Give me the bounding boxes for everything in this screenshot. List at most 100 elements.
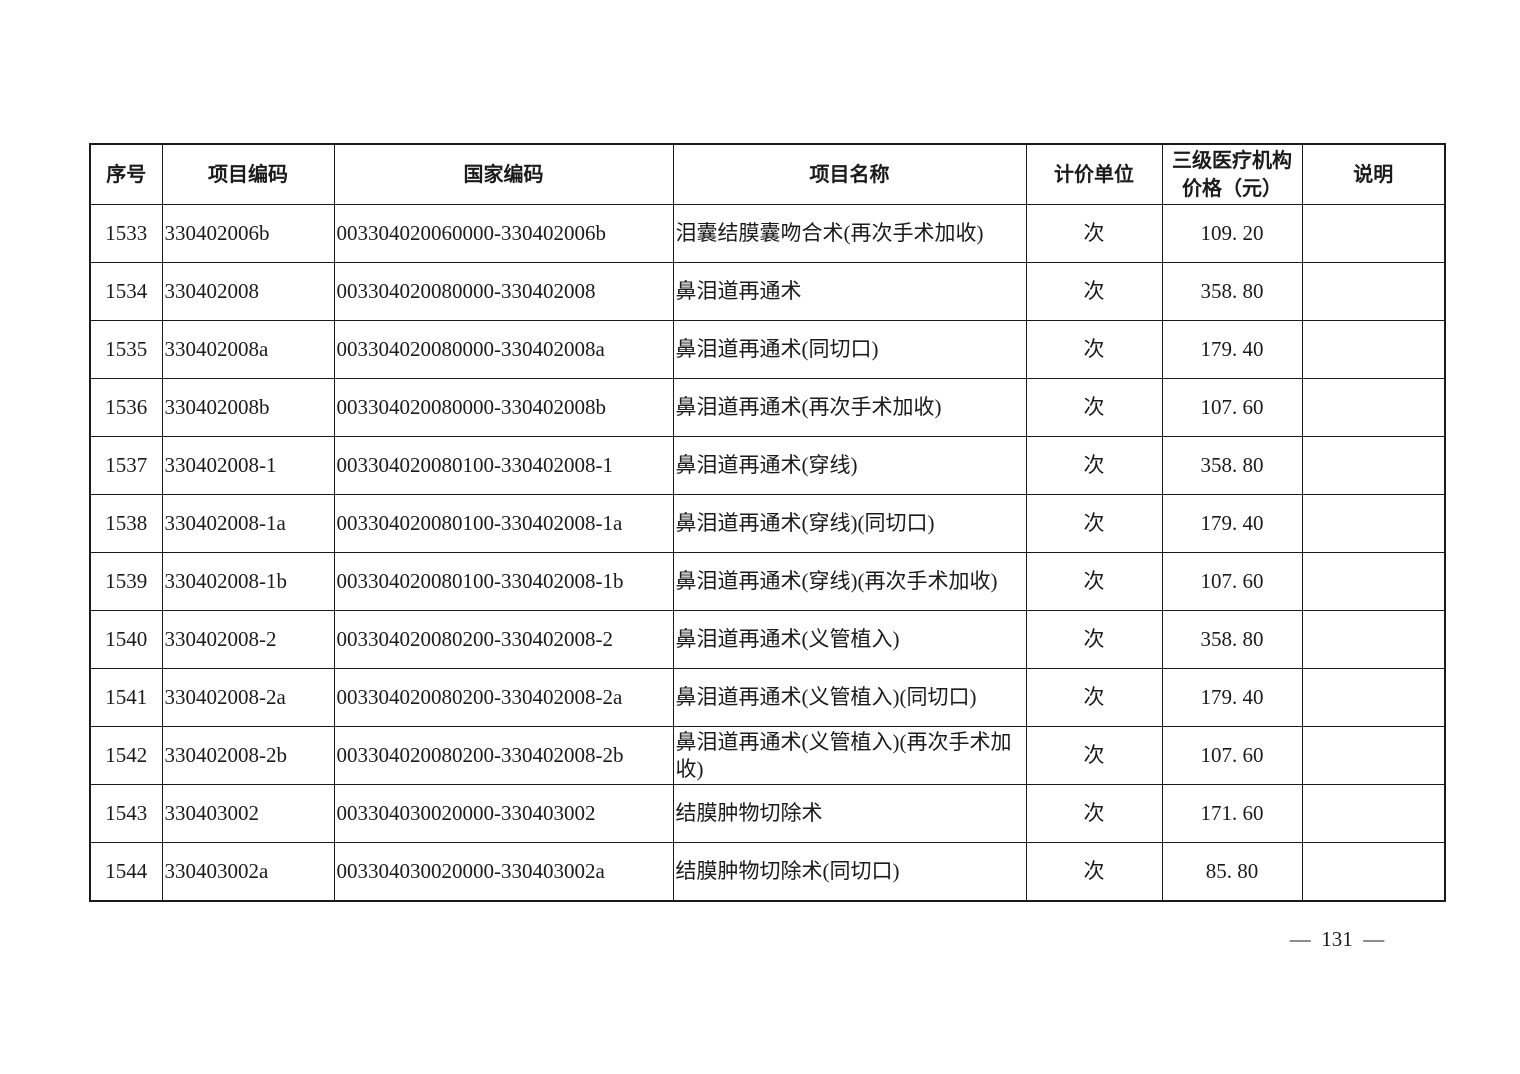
cell-project-code: 330402008a: [161, 320, 335, 379]
table-row: 1544 330403002a 003304030020000-330403002a…: [89, 842, 1446, 902]
cell-seq: 1540: [89, 610, 163, 669]
cell-note: [1301, 668, 1446, 727]
cell-price: 358. 80: [1161, 436, 1303, 495]
col-header-note: 说明: [1301, 143, 1446, 205]
cell-note: [1301, 378, 1446, 437]
cell-price: 179. 40: [1161, 494, 1303, 553]
col-header-national-code: 国家编码: [333, 143, 674, 205]
cell-price: 109. 20: [1161, 204, 1303, 263]
cell-project-code: 330402008-1b: [161, 552, 335, 611]
cell-item-name: 鼻泪道再通术: [672, 262, 1027, 321]
cell-note: [1301, 204, 1446, 263]
cell-seq: 1541: [89, 668, 163, 727]
cell-national-code: 003304020080200-330402008-2: [333, 610, 674, 669]
cell-unit: 次: [1025, 262, 1163, 321]
cell-note: [1301, 726, 1446, 785]
table-row: 1534 330402008 003304020080000-330402008 鼻泪…: [89, 262, 1446, 321]
table-row: 1535 330402008a 003304020080000-330402008a…: [89, 320, 1446, 379]
cell-item-name: 鼻泪道再通术(再次手术加收): [672, 378, 1027, 437]
table-header: 序号 项目编码 国家编码 项目名称 计价单位 三级医疗机构 价格（元） 说明: [89, 143, 1446, 205]
cell-national-code: 003304020080100-330402008-1: [333, 436, 674, 495]
cell-project-code: 330403002a: [161, 842, 335, 902]
table-row: 1541 330402008-2a 003304020080200-33040200…: [89, 668, 1446, 727]
table-row: 1542 330402008-2b 003304020080200-33040200…: [89, 726, 1446, 785]
table-row: 1539 330402008-1b 003304020080100-33040200…: [89, 552, 1446, 611]
cell-unit: 次: [1025, 378, 1163, 437]
cell-project-code: 330402008-2: [161, 610, 335, 669]
table-row: 1537 330402008-1 003304020080100-330402008…: [89, 436, 1446, 495]
cell-project-code: 330403002: [161, 784, 335, 843]
cell-unit: 次: [1025, 784, 1163, 843]
cell-unit: 次: [1025, 204, 1163, 263]
table-body: 1533 330402006b 003304020060000-330402006b…: [89, 204, 1446, 902]
cell-national-code: 003304020080100-330402008-1b: [333, 552, 674, 611]
cell-unit: 次: [1025, 552, 1163, 611]
col-header-price: 三级医疗机构 价格（元）: [1161, 143, 1303, 205]
cell-item-name: 鼻泪道再通术(穿线)(同切口): [672, 494, 1027, 553]
cell-national-code: 003304020080100-330402008-1a: [333, 494, 674, 553]
cell-national-code: 003304020060000-330402006b: [333, 204, 674, 263]
page-number: — 131 —: [1289, 927, 1385, 951]
cell-seq: 1538: [89, 494, 163, 553]
cell-national-code: 003304020080200-330402008-2b: [333, 726, 674, 785]
cell-price: 85. 80: [1161, 842, 1303, 902]
cell-project-code: 330402008-1a: [161, 494, 335, 553]
cell-unit: 次: [1025, 436, 1163, 495]
cell-unit: 次: [1025, 668, 1163, 727]
cell-unit: 次: [1025, 610, 1163, 669]
cell-project-code: 330402008: [161, 262, 335, 321]
cell-note: [1301, 320, 1446, 379]
table-row: 1536 330402008b 003304020080000-330402008b…: [89, 378, 1446, 437]
cell-seq: 1536: [89, 378, 163, 437]
cell-seq: 1542: [89, 726, 163, 785]
cell-price: 107. 60: [1161, 726, 1303, 785]
cell-seq: 1543: [89, 784, 163, 843]
cell-price: 171. 60: [1161, 784, 1303, 843]
cell-project-code: 330402006b: [161, 204, 335, 263]
cell-item-name: 鼻泪道再通术(义管植入)(再次手术加收): [672, 726, 1027, 785]
cell-project-code: 330402008-2a: [161, 668, 335, 727]
cell-item-name: 结膜肿物切除术(同切口): [672, 842, 1027, 902]
cell-national-code: 003304030020000-330403002a: [333, 842, 674, 902]
cell-price: 179. 40: [1161, 668, 1303, 727]
cell-seq: 1534: [89, 262, 163, 321]
cell-price: 358. 80: [1161, 610, 1303, 669]
cell-seq: 1537: [89, 436, 163, 495]
col-header-item-name: 项目名称: [672, 143, 1027, 205]
table-row: 1538 330402008-1a 003304020080100-33040200…: [89, 494, 1446, 553]
cell-project-code: 330402008-2b: [161, 726, 335, 785]
cell-unit: 次: [1025, 320, 1163, 379]
cell-note: [1301, 842, 1446, 902]
col-header-seq: 序号: [89, 143, 163, 205]
col-header-project-code: 项目编码: [161, 143, 335, 205]
cell-price: 107. 60: [1161, 378, 1303, 437]
cell-item-name: 鼻泪道再通术(义管植入): [672, 610, 1027, 669]
cell-price: 107. 60: [1161, 552, 1303, 611]
cell-item-name: 泪囊结膜囊吻合术(再次手术加收): [672, 204, 1027, 263]
cell-seq: 1544: [89, 842, 163, 902]
cell-national-code: 003304020080200-330402008-2a: [333, 668, 674, 727]
col-header-unit: 计价单位: [1025, 143, 1163, 205]
cell-national-code: 003304020080000-330402008: [333, 262, 674, 321]
cell-unit: 次: [1025, 726, 1163, 785]
cell-national-code: 003304020080000-330402008b: [333, 378, 674, 437]
cell-unit: 次: [1025, 842, 1163, 902]
cell-note: [1301, 784, 1446, 843]
cell-price: 358. 80: [1161, 262, 1303, 321]
cell-project-code: 330402008b: [161, 378, 335, 437]
cell-item-name: 鼻泪道再通术(同切口): [672, 320, 1027, 379]
cell-item-name: 鼻泪道再通术(穿线): [672, 436, 1027, 495]
table-row: 1540 330402008-2 003304020080200-330402008…: [89, 610, 1446, 669]
cell-national-code: 003304020080000-330402008a: [333, 320, 674, 379]
cell-national-code: 003304030020000-330403002: [333, 784, 674, 843]
cell-item-name: 鼻泪道再通术(义管植入)(同切口): [672, 668, 1027, 727]
table-row: 1543 330403002 003304030020000-330403002 结膜…: [89, 784, 1446, 843]
cell-seq: 1535: [89, 320, 163, 379]
cell-note: [1301, 436, 1446, 495]
cell-price: 179. 40: [1161, 320, 1303, 379]
cell-item-name: 鼻泪道再通术(穿线)(再次手术加收): [672, 552, 1027, 611]
cell-note: [1301, 552, 1446, 611]
table-row: 1533 330402006b 003304020060000-330402006b…: [89, 204, 1446, 263]
cell-note: [1301, 610, 1446, 669]
header-row: 序号 项目编码 国家编码 项目名称 计价单位 三级医疗机构 价格（元） 说明: [89, 143, 1446, 205]
